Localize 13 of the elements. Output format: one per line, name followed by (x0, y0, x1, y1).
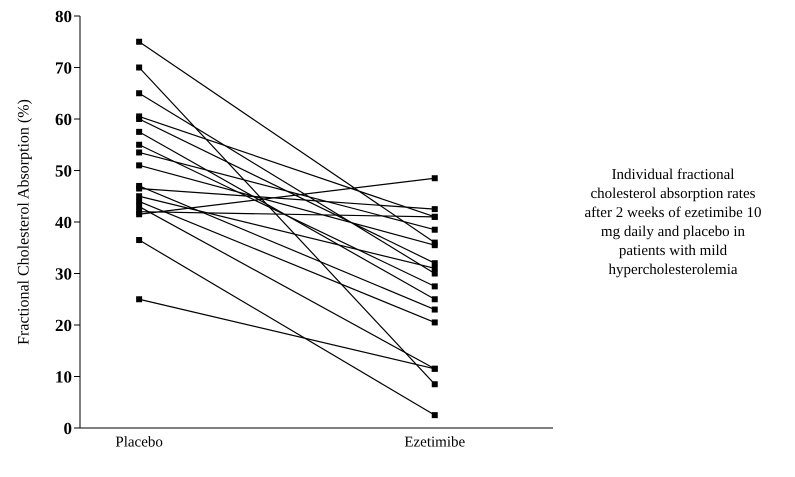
y-tick-label: 0 (64, 419, 72, 438)
y-tick-label: 60 (55, 110, 72, 130)
y-axis-title: Fractional Cholesterol Absorption (%) (16, 99, 33, 345)
y-tick-label: 80 (55, 7, 72, 26)
y-tick-label: 20 (55, 316, 72, 336)
y-tick-label: 10 (55, 368, 72, 387)
x-tick-label: Placebo (115, 434, 163, 451)
y-tick-label: 40 (55, 213, 72, 232)
text: Individual fractional cholesterol absorption rates after 2 weeks of ezetimibe 10 mg daily and placebo in patients with mild hypercholesterolemia (583, 166, 762, 280)
y-tick-label: 70 (55, 58, 72, 78)
y-tick-label: 30 (55, 264, 72, 284)
x-tick-label: Ezetimibe (404, 434, 466, 451)
y-tick-label: 50 (55, 162, 72, 181)
